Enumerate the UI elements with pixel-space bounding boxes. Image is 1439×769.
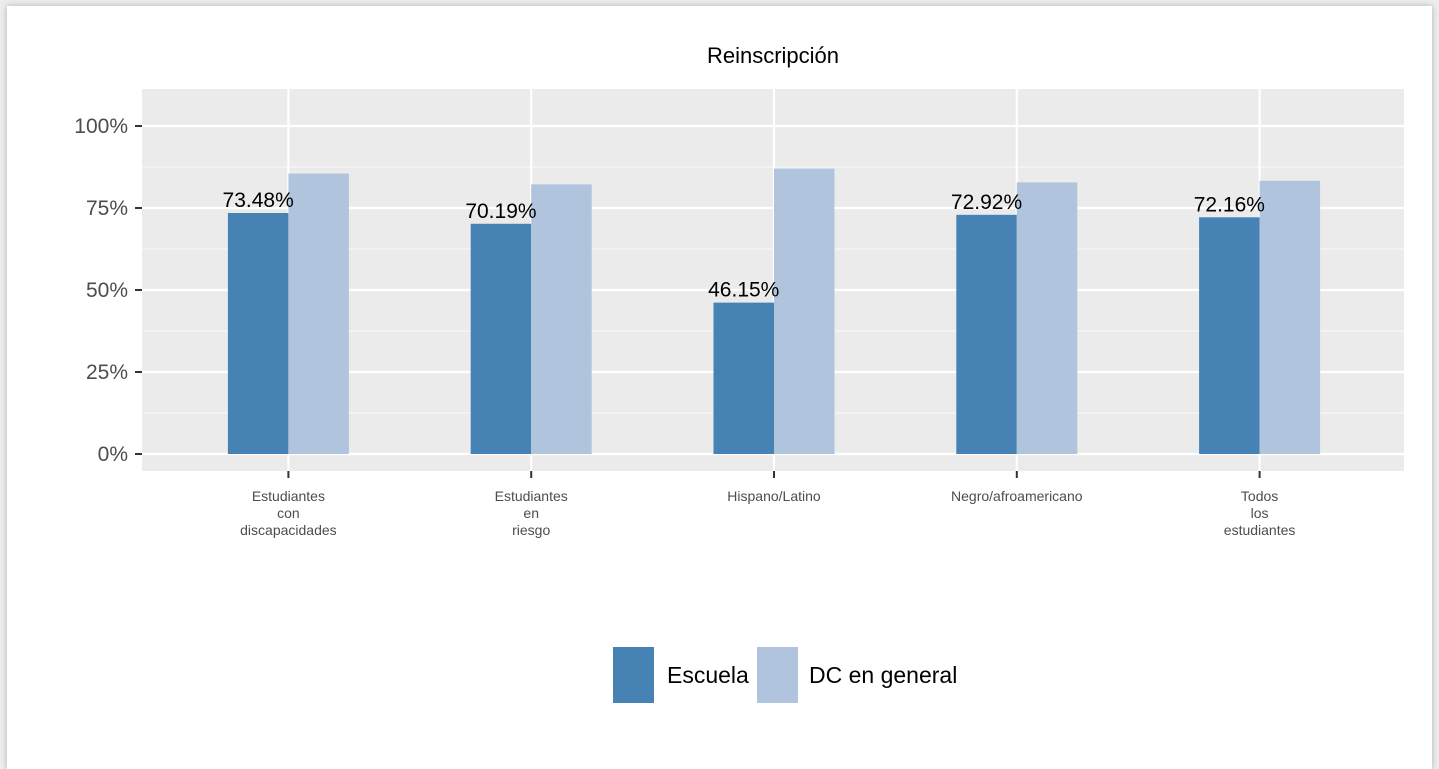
data-label: 72.92% [951, 191, 1022, 214]
data-label: 46.15% [708, 279, 779, 302]
bars [227, 168, 1321, 454]
bar-dc-en-general [1259, 180, 1321, 454]
x-tick-label: Negro/afroamericano [951, 488, 1083, 504]
y-tick-label: 50% [86, 279, 128, 302]
bar-dc-en-general [774, 168, 835, 454]
x-tick-label: Hispano/Latino [727, 488, 821, 504]
y-tick-label: 0% [98, 443, 128, 466]
data-labels: 73.48% 70.19% 46.15% 72.92% 72.16% [223, 189, 1265, 302]
legend-label: Escuela [667, 662, 749, 688]
bar-chart: Reinscripción 73.48% 70.19% 46.15% 72.92% 72… [74, 43, 1404, 703]
x-axis: Estudiantes con discapacidades Estudiantes e… [240, 471, 1295, 538]
bar-dc-en-general [531, 184, 592, 454]
y-tick-label: 100% [74, 115, 128, 138]
x-tick-label: Estudiantes con discapacidades [240, 488, 337, 538]
legend-label: DC en general [809, 662, 957, 688]
bar-dc-en-general [288, 173, 349, 454]
bar-escuela [1199, 217, 1260, 454]
data-label: 70.19% [465, 200, 536, 223]
y-axis: 0% 25% 50% 75% 100% [74, 115, 142, 466]
bar-dc-en-general [1016, 182, 1078, 454]
data-label: 73.48% [223, 189, 294, 212]
legend-swatch [613, 647, 654, 703]
bar-escuela [227, 212, 289, 454]
y-tick-label: 25% [86, 361, 128, 384]
data-label: 72.16% [1194, 193, 1265, 216]
y-tick-label: 75% [86, 197, 128, 220]
chart-title: Reinscripción [707, 43, 839, 68]
bar-escuela [956, 214, 1017, 454]
legend: Escuela DC en general [613, 647, 957, 703]
x-tick-label: Todos los estudiantes [1224, 488, 1296, 538]
bar-escuela [713, 302, 774, 454]
x-tick-label: Estudiantes en riesgo [495, 488, 568, 538]
chart-card: Reinscripción 73.48% 70.19% 46.15% 72.92% 72… [7, 6, 1432, 769]
legend-swatch [757, 647, 798, 703]
bar-escuela [470, 223, 532, 454]
